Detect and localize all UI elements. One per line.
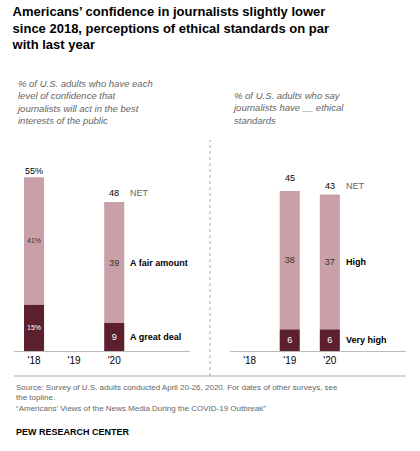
svg-text:38: 38: [285, 255, 295, 265]
svg-text:45: 45: [285, 173, 295, 183]
svg-text:9: 9: [112, 332, 117, 342]
svg-text:15%: 15%: [27, 324, 41, 331]
svg-text:41%: 41%: [27, 237, 41, 244]
svg-text:6: 6: [327, 335, 332, 345]
svg-text:Source: Survey of U.S. adults: Source: Survey of U.S. adults conducted …: [16, 383, 338, 413]
svg-text:NET: NET: [130, 188, 149, 198]
svg-text:Very high: Very high: [346, 335, 387, 345]
svg-text:NET: NET: [346, 181, 365, 191]
svg-text:'20: '20: [108, 355, 121, 366]
svg-text:% of U.S. adults who sayjourna: % of U.S. adults who sayjournalists have…: [232, 90, 344, 126]
svg-text:43: 43: [325, 181, 335, 191]
svg-text:A great deal: A great deal: [130, 332, 181, 342]
svg-text:'19: '19: [283, 355, 296, 366]
svg-text:% of U.S. adults who have each: % of U.S. adults who have eachlevel of c…: [16, 78, 153, 126]
svg-text:39: 39: [109, 258, 119, 268]
svg-text:6: 6: [287, 335, 292, 345]
svg-text:'18: '18: [243, 355, 256, 366]
svg-text:PEW RESEARCH CENTER: PEW RESEARCH CENTER: [16, 427, 130, 437]
svg-text:'20: '20: [323, 355, 336, 366]
svg-text:'19: '19: [68, 355, 81, 366]
svg-text:55%: 55%: [25, 166, 43, 176]
svg-text:A fair amount: A fair amount: [130, 258, 188, 268]
svg-text:High: High: [346, 257, 366, 267]
svg-text:Americans’ confidence in journ: Americans’ confidence in journalists sli…: [12, 4, 329, 53]
svg-text:37: 37: [325, 257, 335, 267]
svg-text:'18: '18: [28, 355, 41, 366]
svg-text:48: 48: [109, 188, 119, 198]
